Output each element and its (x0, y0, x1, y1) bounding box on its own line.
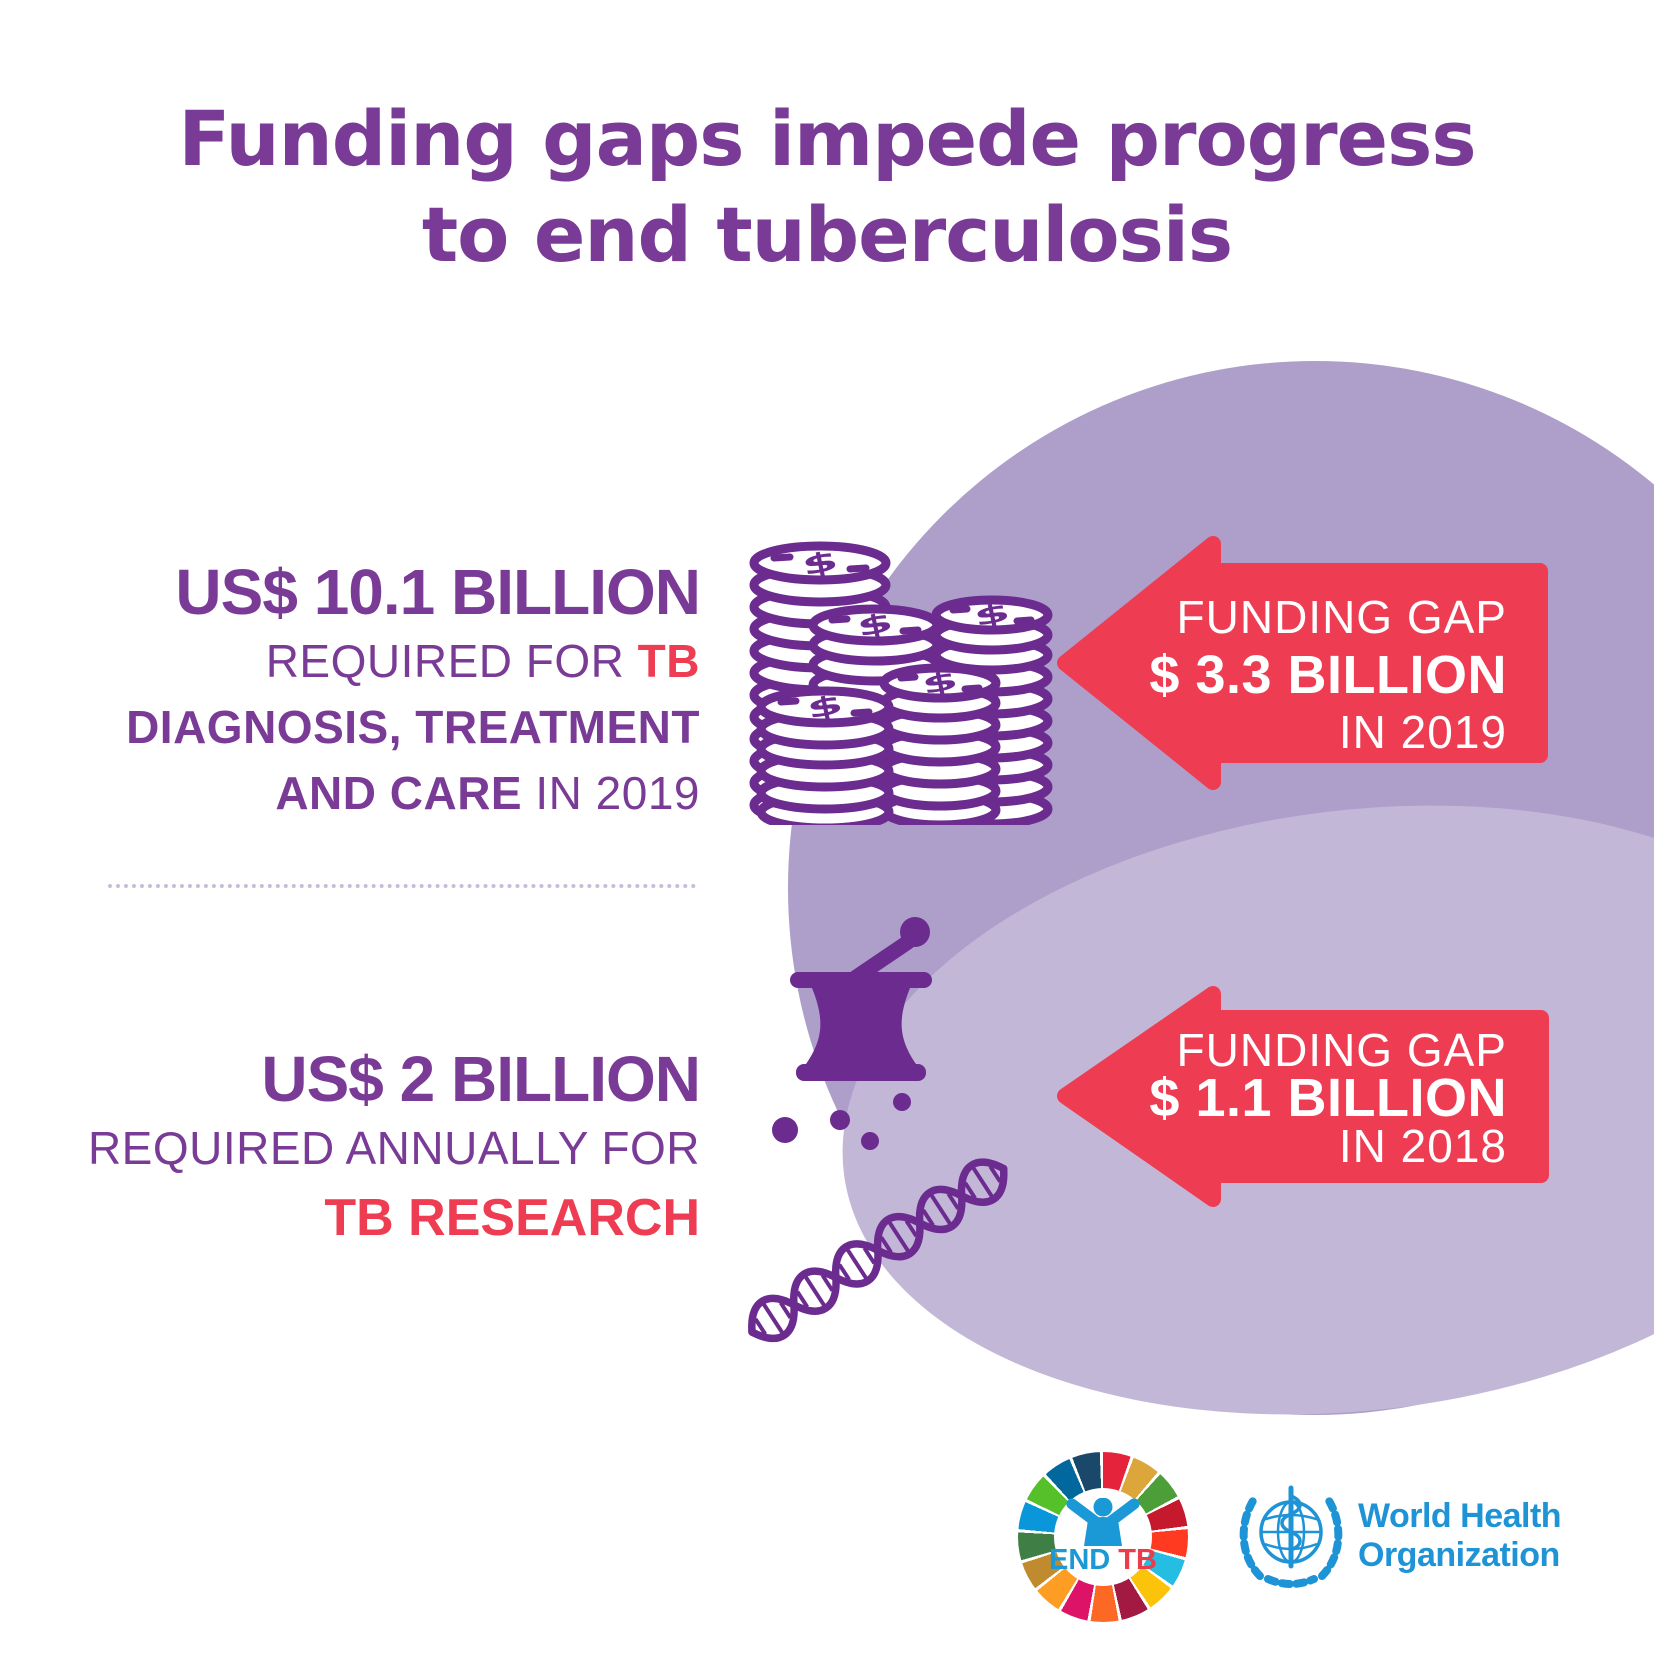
funding-gap-title: FUNDING GAP (1176, 591, 1507, 643)
svg-text:$: $ (854, 606, 896, 643)
funding-gap-arrow-research (1057, 986, 1549, 1207)
svg-text:$: $ (799, 544, 841, 582)
funding-gap-title: FUNDING GAP (1176, 1024, 1507, 1076)
research-icons (748, 917, 1008, 1343)
endtb-logo-text: END TB (1018, 1544, 1188, 1577)
research-stat-block: US$ 2 BILLION REQUIRED ANNUALLY FOR TB R… (87, 1043, 701, 1255)
funding-gap-arrow-treatment (1057, 536, 1548, 790)
treatment-line4-bold: AND CARE (275, 767, 523, 819)
research-required-line: REQUIRED ANNUALLY FOR (87, 1122, 700, 1174)
page-title-line1: Funding gaps impede progress (178, 94, 1476, 183)
treatment-required-prefix: REQUIRED FOR (265, 635, 638, 687)
endtb-end-label: END (1049, 1544, 1111, 1576)
dna-helix-icon (748, 1158, 1008, 1343)
svg-text:$: $ (804, 688, 846, 725)
treatment-required-line: REQUIRED FOR TB (126, 628, 700, 694)
coin-stacks-icon: $ $ $ $ $ (749, 541, 1053, 825)
page-title: Funding gaps impede progress to end tube… (0, 91, 1654, 283)
treatment-line3: DIAGNOSIS, TREATMENT (126, 701, 700, 753)
who-name-line1: World Health (1358, 1497, 1562, 1535)
who-name-line2: Organization (1358, 1536, 1560, 1574)
treatment-stat-block: US$ 10.1 BILLION REQUIRED FOR TB DIAGNOS… (126, 556, 701, 826)
who-un-emblem-icon (1239, 1485, 1343, 1588)
funding-gap-amount: $ 1.1 BILLION (1149, 1068, 1507, 1128)
treatment-line4-rest: IN 2019 (522, 767, 700, 819)
treatment-line4: AND CARE IN 2019 (126, 760, 700, 826)
funding-gap-research-label: FUNDING GAP $ 1.1 BILLION IN 2018 (1149, 1026, 1507, 1170)
funding-gap-period: IN 2019 (1338, 706, 1507, 758)
treatment-tb-highlight: TB (637, 635, 700, 687)
research-tb-highlight: TB RESEARCH (324, 1189, 700, 1247)
dotted-divider (108, 884, 696, 888)
treatment-amount: US$ 10.1 BILLION (175, 556, 701, 628)
funding-gap-treatment-label: FUNDING GAP $ 3.3 BILLION IN 2019 (1149, 588, 1507, 760)
funding-gap-amount: $ 3.3 BILLION (1149, 645, 1507, 705)
person-arms-raised-icon (1066, 1498, 1140, 1546)
endtb-tb-label: TB (1110, 1544, 1157, 1576)
who-logo-text: World Health Organization (1358, 1497, 1562, 1575)
funding-gap-period: IN 2018 (1338, 1120, 1507, 1172)
research-amount: US$ 2 BILLION (261, 1043, 701, 1115)
page-title-line2: to end tuberculosis (421, 190, 1233, 279)
endtb-logo: END TB (1018, 1452, 1188, 1622)
mortar-and-pestle-icon (772, 917, 932, 1150)
coin-stack-5: $ (756, 686, 894, 825)
coin-stack-4: $ (879, 663, 1001, 825)
